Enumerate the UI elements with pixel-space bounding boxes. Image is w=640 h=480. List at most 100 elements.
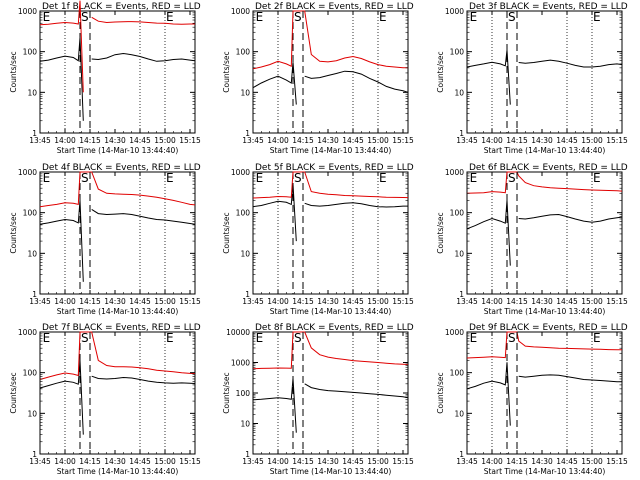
x-tick-label: 14:45 <box>129 457 151 466</box>
x-tick-label: 13:45 <box>456 457 478 466</box>
y-tick-label: 10 <box>27 249 37 258</box>
y-tick-label: 1000 <box>445 168 464 177</box>
plot-frame <box>252 10 409 134</box>
y-tick-label: 1 <box>459 450 464 459</box>
plot-frame <box>39 171 196 295</box>
x-axis-label: Start Time (14-Mar-10 13:44:40) <box>270 307 392 316</box>
y-tick-label: 1 <box>32 290 37 299</box>
x-tick-label: 15:15 <box>179 297 201 306</box>
plot-frame <box>466 331 623 455</box>
x-tick-label: 15:00 <box>154 136 176 145</box>
x-tick-label: 14:15 <box>292 297 314 306</box>
x-tick-label: 14:15 <box>292 457 314 466</box>
interval-marker-label: E <box>166 171 174 185</box>
plot-frame <box>252 331 409 455</box>
y-axis-label: Counts/sec <box>9 212 18 253</box>
x-tick-label: 14:00 <box>481 297 503 306</box>
y-tick-label: 100 <box>23 209 38 218</box>
y-tick-label: 100 <box>450 369 465 378</box>
x-axis-label: Start Time (14-Mar-10 13:44:40) <box>484 146 606 155</box>
series-line-lld <box>252 331 409 370</box>
x-tick-label: 14:30 <box>531 136 553 145</box>
x-tick-label: 15:15 <box>606 297 628 306</box>
y-tick-label: 1000 <box>231 359 250 368</box>
x-tick-label: 14:45 <box>342 457 364 466</box>
x-tick-label: 14:00 <box>267 457 289 466</box>
interval-marker-label: S <box>508 10 516 24</box>
x-tick-label: 15:15 <box>179 457 201 466</box>
x-tick-label: 14:30 <box>104 297 126 306</box>
x-tick-label: 15:00 <box>154 457 176 466</box>
x-tick-label: 14:15 <box>506 297 528 306</box>
series-line-events <box>39 360 196 435</box>
x-axis-label: Start Time (14-Mar-10 13:44:40) <box>484 307 606 316</box>
x-tick-label: 15:00 <box>581 297 603 306</box>
x-tick-label: 14:45 <box>129 136 151 145</box>
interval-marker-label: E <box>470 171 478 185</box>
y-tick-label: 1000 <box>445 328 464 337</box>
y-axis-label: Counts/sec <box>436 372 445 413</box>
x-tick-label: 14:00 <box>481 136 503 145</box>
x-tick-label: 13:45 <box>29 136 51 145</box>
y-tick-label: 10 <box>240 249 250 258</box>
interval-marker-label: S <box>81 171 89 185</box>
x-tick-label: 14:00 <box>481 457 503 466</box>
y-tick-label: 1 <box>245 450 250 459</box>
x-tick-label: 14:45 <box>342 136 364 145</box>
x-tick-label: 15:00 <box>581 136 603 145</box>
y-tick-label: 100 <box>23 369 38 378</box>
y-axis-label: Counts/sec <box>436 212 445 253</box>
x-tick-label: 14:30 <box>104 457 126 466</box>
x-tick-label: 14:15 <box>292 136 314 145</box>
y-tick-label: 10 <box>240 88 250 97</box>
interval-marker-label: S <box>294 10 302 24</box>
interval-marker-label: S <box>81 10 89 24</box>
x-tick-label: 15:15 <box>392 136 414 145</box>
series-line-lld <box>466 171 623 194</box>
panel-title: Det 4f BLACK = Events, RED = LLD <box>42 163 201 173</box>
interval-marker-label: E <box>470 10 478 24</box>
series-line-events <box>39 37 196 121</box>
series-line-lld <box>252 171 409 199</box>
y-tick-label: 100 <box>236 389 251 398</box>
y-axis-label: Counts/sec <box>222 372 231 413</box>
y-tick-label: 10 <box>454 409 464 418</box>
interval-marker-label: S <box>294 331 302 345</box>
panel-title: Det 8f BLACK = Events, RED = LLD <box>255 323 414 333</box>
y-tick-label: 100 <box>236 48 251 57</box>
x-tick-label: 14:15 <box>79 136 101 145</box>
x-tick-label: 13:45 <box>242 297 264 306</box>
interval-marker-label: E <box>470 331 478 345</box>
plot-frame <box>466 171 623 295</box>
series-line-events <box>252 378 409 433</box>
x-tick-label: 14:30 <box>104 136 126 145</box>
y-tick-label: 1000 <box>18 7 37 16</box>
x-tick-label: 15:00 <box>367 136 389 145</box>
panel-title: Det 6f BLACK = Events, RED = LLD <box>469 163 628 173</box>
x-tick-label: 14:00 <box>54 297 76 306</box>
x-tick-label: 14:45 <box>342 297 364 306</box>
y-tick-label: 1000 <box>445 7 464 16</box>
y-tick-label: 100 <box>236 209 251 218</box>
x-tick-label: 14:45 <box>556 136 578 145</box>
series-line-lld <box>39 0 195 93</box>
interval-marker-label: E <box>166 331 174 345</box>
x-tick-label: 14:15 <box>79 297 101 306</box>
y-tick-label: 1 <box>459 129 464 138</box>
series-line-lld <box>466 331 622 359</box>
series-line-events <box>466 362 622 426</box>
series-line-lld <box>39 331 196 380</box>
x-tick-label: 14:00 <box>267 136 289 145</box>
y-tick-label: 1000 <box>231 168 250 177</box>
y-axis-label: Counts/sec <box>436 51 445 92</box>
y-tick-label: 1 <box>32 129 37 138</box>
interval-marker-label: E <box>43 10 51 24</box>
interval-marker-label: E <box>166 10 174 24</box>
panel-title: Det 5f BLACK = Events, RED = LLD <box>255 163 414 173</box>
x-axis-label: Start Time (14-Mar-10 13:44:40) <box>57 467 179 476</box>
x-tick-label: 15:00 <box>367 457 389 466</box>
interval-marker-label: E <box>593 331 601 345</box>
x-tick-label: 15:00 <box>581 457 603 466</box>
y-axis-label: Counts/sec <box>222 212 231 253</box>
interval-marker-label: S <box>81 331 89 345</box>
